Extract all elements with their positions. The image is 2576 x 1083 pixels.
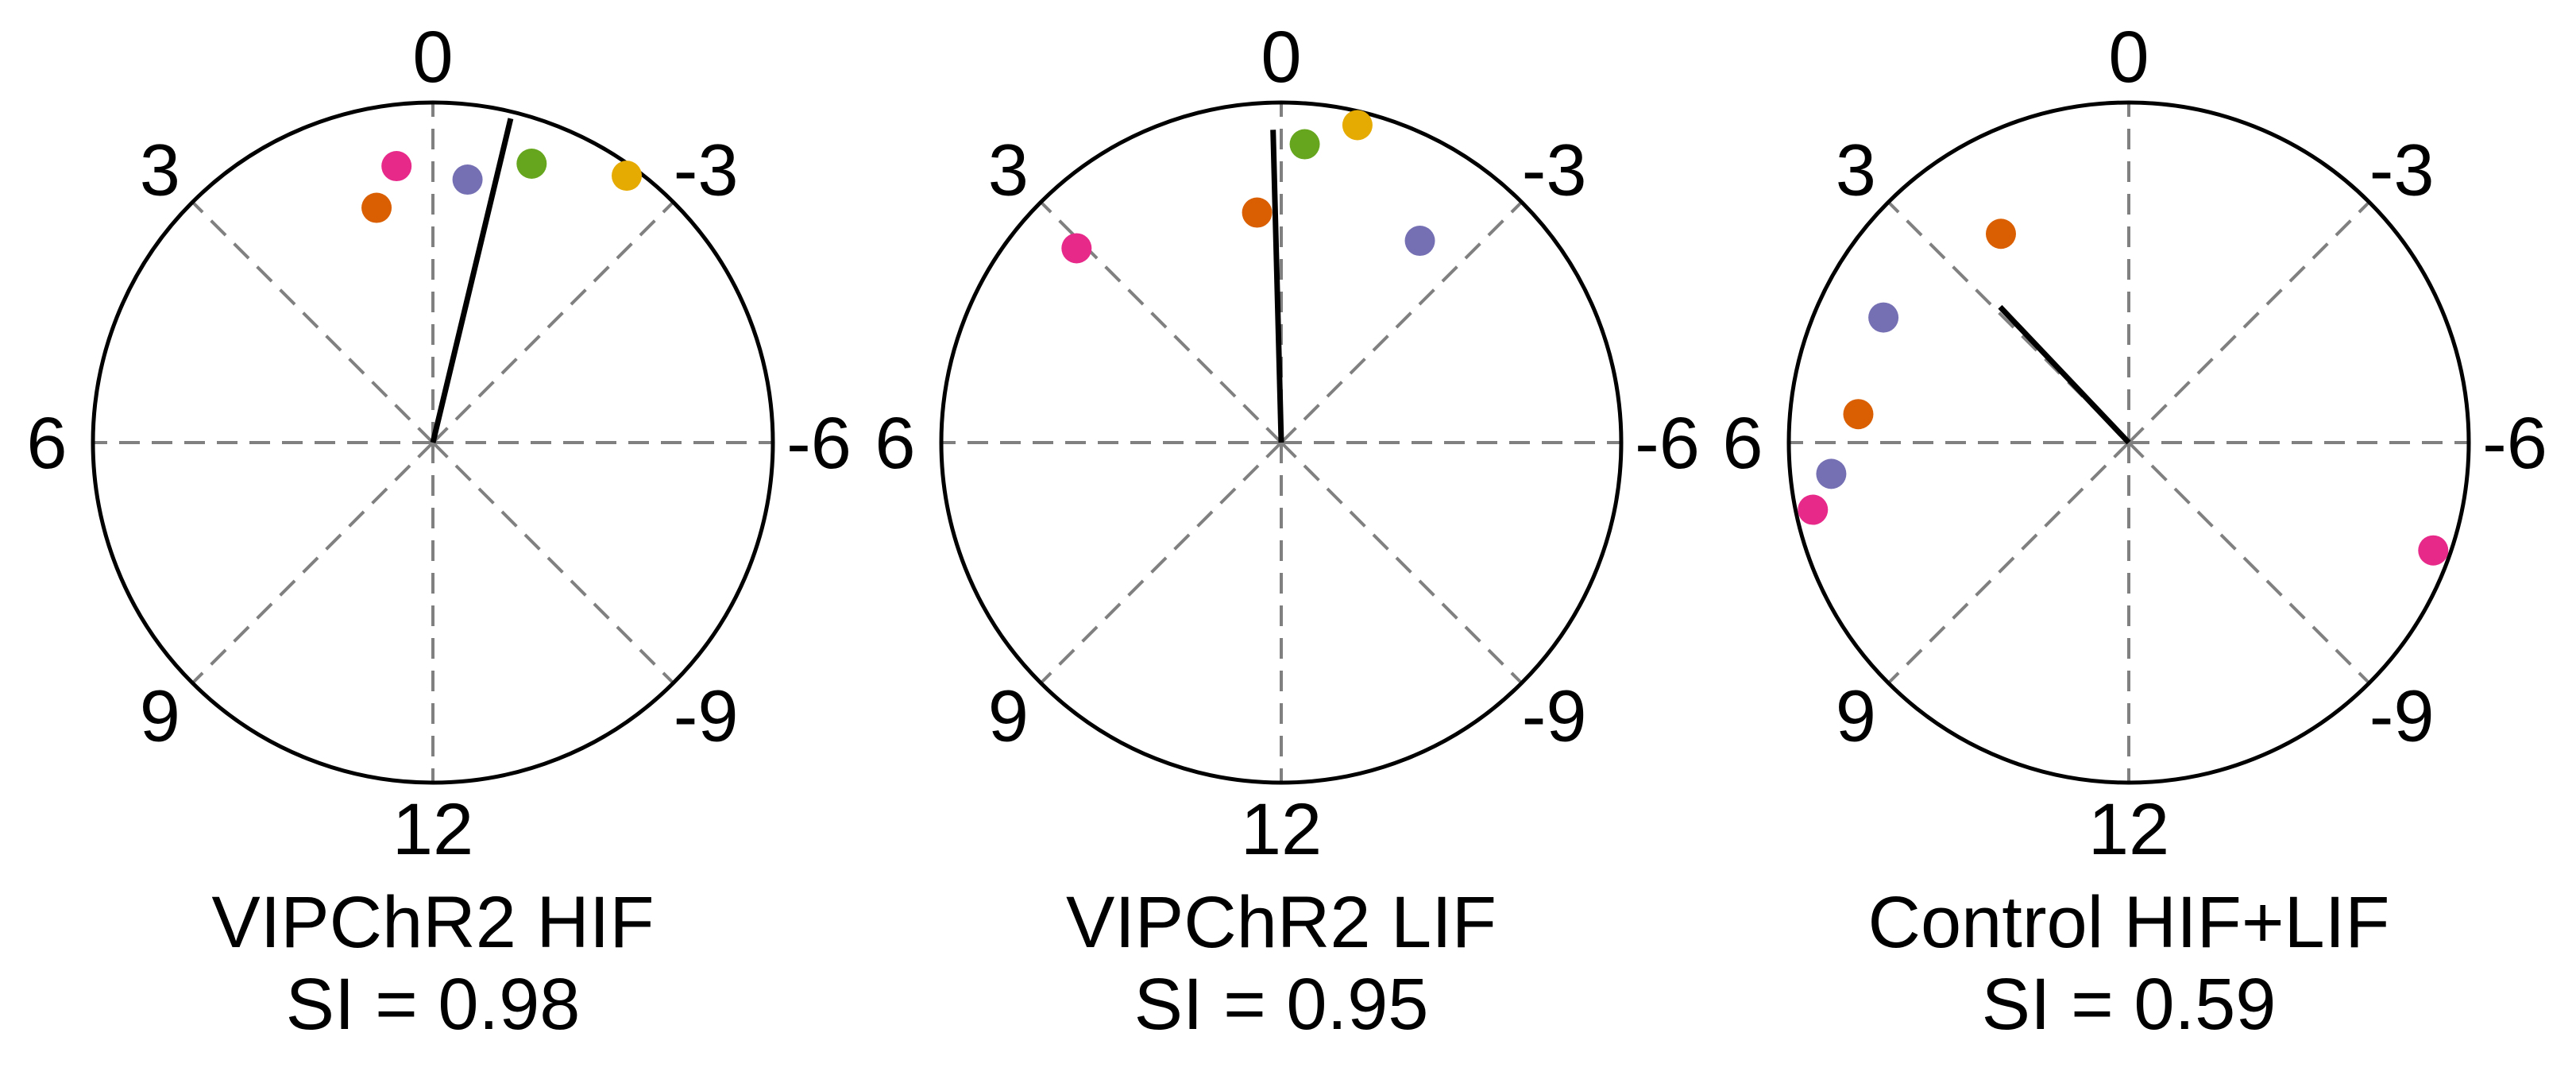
panel-title: Control HIF+LIF — [1868, 882, 2390, 963]
tick-label: 0 — [2108, 17, 2149, 98]
grid-spoke — [1280, 200, 1524, 444]
panel-si-value: SI = 0.59 — [1982, 964, 2277, 1045]
data-point — [1061, 233, 1092, 264]
grid-spoke — [431, 441, 675, 685]
tick-label: 3 — [988, 130, 1029, 211]
tick-label: -6 — [2482, 403, 2547, 484]
grid-spoke — [2127, 200, 2371, 444]
polar-outline — [91, 100, 775, 785]
grid-spoke — [2127, 441, 2371, 685]
data-point — [1342, 110, 1373, 141]
tick-label: 0 — [412, 17, 453, 98]
polar-panel-vipchr2-hif: VIPChR2 HIF SI = 0.98 0 -3 -6 -9 12 9 6 3 — [26, 17, 851, 1045]
mean-vector — [430, 118, 514, 443]
mean-vector — [1270, 130, 1284, 443]
polar-outline — [1786, 100, 2471, 785]
data-point — [1404, 226, 1435, 257]
data-point — [612, 161, 643, 191]
mean-vector — [1998, 304, 2131, 445]
data-point — [516, 148, 547, 179]
tick-label: 3 — [1836, 130, 1876, 211]
data-point — [1816, 458, 1847, 489]
tick-label: -3 — [674, 130, 739, 211]
data-point — [1798, 494, 1829, 525]
data-point — [452, 164, 483, 195]
tick-label: 6 — [875, 403, 915, 484]
grid-spoke — [191, 441, 434, 685]
tick-label: 12 — [392, 789, 473, 870]
grid-spoke — [1280, 441, 1524, 685]
tick-label: -9 — [674, 676, 739, 757]
polar-panel-control-hif-lif: Control HIF+LIF SI = 0.59 0 -3 -6 -9 12 9 6 3 — [1722, 17, 2547, 1045]
tick-label: 9 — [140, 676, 180, 757]
panel-title: VIPChR2 LIF — [1066, 882, 1497, 963]
data-point — [2418, 535, 2449, 566]
grid-spoke — [191, 200, 434, 444]
tick-label: -3 — [1522, 130, 1587, 211]
tick-label: -9 — [2369, 676, 2435, 757]
data-point — [381, 151, 412, 182]
tick-label: -3 — [2369, 130, 2435, 211]
tick-label: -9 — [1522, 676, 1587, 757]
grid-spoke — [1887, 200, 2130, 444]
tick-label: -6 — [1635, 403, 1700, 484]
grid-spoke — [431, 200, 675, 444]
panel-title: VIPChR2 HIF — [211, 882, 654, 963]
tick-label: 12 — [2088, 789, 2169, 870]
polar-outline — [939, 100, 1624, 785]
grid-spoke — [1887, 441, 2130, 685]
data-point — [361, 192, 392, 223]
tick-label: -6 — [786, 403, 852, 484]
data-point — [1868, 302, 1899, 333]
tick-label: 0 — [1261, 17, 1301, 98]
panel-si-value: SI = 0.95 — [1134, 964, 1429, 1045]
data-point — [1289, 129, 1320, 160]
data-point — [1843, 399, 1874, 430]
tick-label: 9 — [988, 676, 1029, 757]
data-point — [1242, 197, 1273, 228]
data-point — [1985, 219, 2016, 249]
tick-label: 6 — [1722, 403, 1763, 484]
panel-si-value: SI = 0.98 — [286, 964, 581, 1045]
grid-spoke — [1039, 441, 1283, 685]
tick-label: 12 — [1241, 789, 1322, 870]
tick-label: 9 — [1836, 676, 1876, 757]
tick-label: 3 — [140, 130, 180, 211]
tick-label: 6 — [26, 403, 67, 484]
grid-spoke — [1039, 200, 1283, 444]
polar-panel-vipchr2-lif: VIPChR2 LIF SI = 0.95 0 -3 -6 -9 12 9 6 3 — [875, 17, 1699, 1045]
